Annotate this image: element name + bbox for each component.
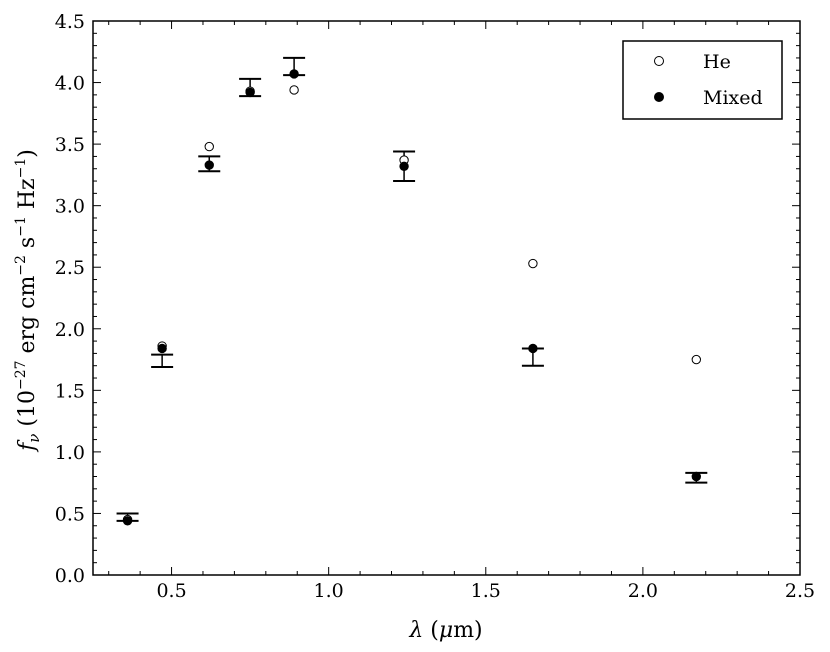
y-tick-label: 2.5	[55, 257, 85, 279]
y-axis-label-part-10: )	[15, 149, 40, 158]
x-tick-label: 2.0	[628, 580, 658, 602]
observed-error-bars	[116, 56, 708, 522]
x-tick-label: 1.0	[314, 580, 344, 602]
y-ticks: 0.0 0.5 1.0 1.5 2.0 2.5 3.0 3.5 4.0 4.5	[55, 11, 800, 587]
mixed-point	[157, 343, 167, 354]
x-tick-label: 0.5	[156, 580, 186, 602]
x-tick-label: 2.5	[785, 580, 815, 602]
legend-label-mixed: Mixed	[703, 87, 763, 109]
y-axis-label-part-5: −2	[13, 255, 29, 276]
y-axis-label-part-7: −1	[13, 216, 29, 237]
y-axis-label: fν (10−27 erg cm−2 s−1 Hz−1)	[13, 149, 43, 453]
x-axis-label-mu: μ	[439, 618, 453, 643]
y-axis-label-part-8: Hz	[15, 178, 40, 216]
model-series	[122, 69, 702, 526]
mixed-point	[245, 87, 255, 98]
x-axis-label-unit-open: (	[423, 618, 439, 643]
y-tick-label: 4.0	[55, 73, 85, 95]
mixed-point	[204, 160, 214, 170]
x-tick-label: 1.5	[471, 580, 501, 602]
y-tick-label: 4.5	[55, 11, 85, 33]
y-tick-label: 0.5	[55, 503, 85, 525]
x-axis-label: λ (μm)	[408, 618, 482, 643]
y-axis-label-part-9: −1	[13, 158, 29, 179]
he-point	[289, 85, 299, 95]
y-tick-label: 1.0	[55, 442, 85, 464]
mixed-point	[691, 471, 702, 482]
y-tick-label: 1.5	[55, 380, 85, 402]
legend-box	[622, 40, 783, 120]
he-point	[528, 258, 538, 269]
he-point	[691, 354, 702, 365]
y-tick-label: 3.5	[55, 134, 85, 156]
mixed-point	[528, 343, 538, 354]
legend-marker-mixed	[654, 92, 664, 102]
he-point	[204, 141, 214, 152]
y-axis-label-part-3: −27	[13, 360, 29, 390]
plot-frame	[92, 20, 801, 576]
mixed-point	[122, 516, 133, 526]
y-axis-label-part-6: s	[15, 237, 40, 255]
y-tick-label: 3.0	[55, 196, 85, 218]
y-axis-label-part-4: erg cm	[15, 276, 40, 361]
mixed-point	[399, 161, 409, 171]
legend-marker-he	[654, 56, 664, 66]
mixed-point	[289, 69, 299, 79]
y-tick-label: 0.0	[55, 565, 85, 587]
plot-axes	[92, 20, 801, 576]
error-bar	[151, 353, 174, 368]
legend-label-he: He	[703, 51, 731, 73]
y-axis-label-part-1: ν	[25, 434, 43, 443]
x-ticks: 0.5 1.0 1.5 2.0 2.5	[108, 21, 815, 602]
x-axis-label-lambda: λ	[408, 618, 423, 643]
legend: He Mixed	[622, 40, 783, 120]
y-axis-label-part-2: (10	[15, 390, 40, 434]
y-tick-label: 2.0	[55, 319, 85, 341]
x-axis-label-unit-close: m)	[453, 618, 482, 643]
